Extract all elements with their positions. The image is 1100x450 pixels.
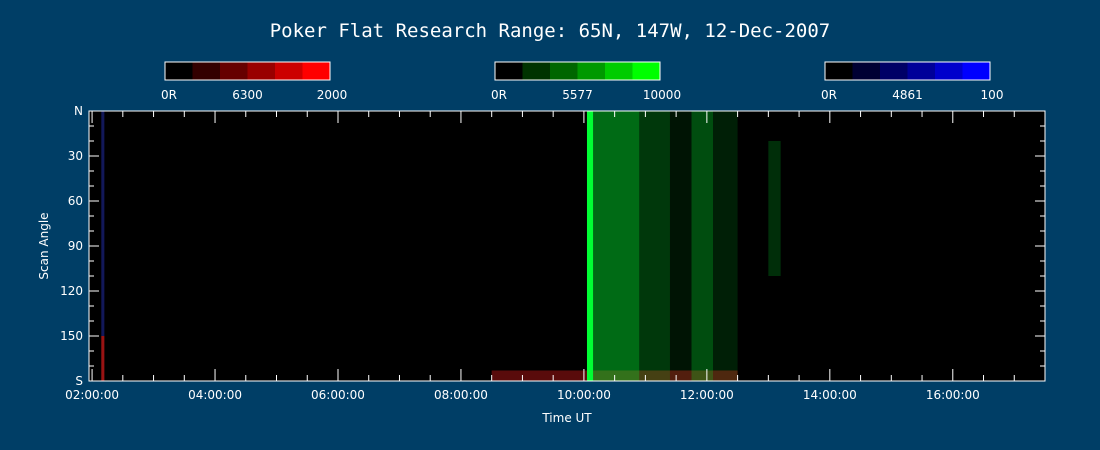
y-tick-label: 60 <box>68 194 83 208</box>
x-tick-label: 04:00:00 <box>188 388 242 402</box>
emission-5577-band <box>713 111 738 381</box>
plot-background <box>89 111 1045 381</box>
colorbar-segment <box>495 62 523 80</box>
x-axis: 02:00:00 04:00:00 06:00:00 08:00:00 10:00:00… <box>65 111 1046 402</box>
colorbar-segment <box>935 62 963 80</box>
colorbar-segment <box>605 62 633 80</box>
x-tick-label: 12:00:00 <box>680 388 734 402</box>
y-tick-label: S <box>75 374 83 388</box>
emission-5577-band <box>639 111 670 381</box>
colorbar-segment <box>192 62 221 80</box>
y-tick-label: 30 <box>68 149 83 163</box>
colorbar-segment <box>275 62 303 80</box>
colorbar-max-label: 10000 <box>643 88 681 102</box>
emission-5577-band <box>768 141 781 276</box>
x-tick-label: 02:00:00 <box>65 388 119 402</box>
colorbar-segment <box>962 62 991 80</box>
colorbar-mid-label: 5577 <box>562 88 593 102</box>
y-axis-label: Scan Angle <box>37 212 51 279</box>
colorbar-segment <box>632 62 661 80</box>
emission-5577-band <box>586 111 594 381</box>
colorbar-min-label: 0R <box>491 88 507 102</box>
colorbar-segment <box>522 62 551 80</box>
emission-5577-band <box>669 111 692 381</box>
x-tick-label: 14:00:00 <box>803 388 857 402</box>
colorbar-min-label: 0R <box>821 88 837 102</box>
colorbar-segment <box>852 62 881 80</box>
y-tick-label: 120 <box>60 284 83 298</box>
colorbar-frame <box>164 61 331 81</box>
colorbar-segment <box>220 62 248 80</box>
colorbar-frame <box>824 61 991 81</box>
x-tick-label: 16:00:00 <box>926 388 980 402</box>
colorbar-max-label: 100 <box>981 88 1004 102</box>
y-tick-label: 150 <box>60 329 83 343</box>
emission-4861-band <box>101 111 105 336</box>
y-tick-label: N <box>74 104 83 118</box>
emission-5577-band <box>593 111 640 381</box>
emission-5577-band <box>691 111 714 381</box>
colorbar-min-label: 0R <box>161 88 177 102</box>
chart-title: Poker Flat Research Range: 65N, 147W, 12… <box>270 20 831 42</box>
colorbar-segment <box>880 62 908 80</box>
colorbar-segment <box>165 62 193 80</box>
colorbar-frame <box>494 61 661 81</box>
colorbar-segment <box>825 62 853 80</box>
y-tick-label: 90 <box>68 239 83 253</box>
x-axis-label: Time UT <box>541 411 592 425</box>
colorbar-segment <box>550 62 578 80</box>
emission-6300-band <box>101 336 105 381</box>
x-tick-label: 08:00:00 <box>434 388 488 402</box>
x-tick-label: 06:00:00 <box>311 388 365 402</box>
colorbar-segment <box>577 62 606 80</box>
colorbar-segment <box>907 62 936 80</box>
y-axis: N 30 60 90 120 150 S <box>60 104 1045 388</box>
colorbar-max-label: 2000 <box>317 88 348 102</box>
colorbar-segment <box>302 62 331 80</box>
colorbars: 0R 6300 2000 0R 5577 10000 0R 4861 100 <box>161 61 1004 102</box>
colorbar-mid-label: 4861 <box>892 88 923 102</box>
x-tick-label: 10:00:00 <box>557 388 611 402</box>
colorbar-segment <box>247 62 276 80</box>
colorbar-mid-label: 6300 <box>232 88 263 102</box>
